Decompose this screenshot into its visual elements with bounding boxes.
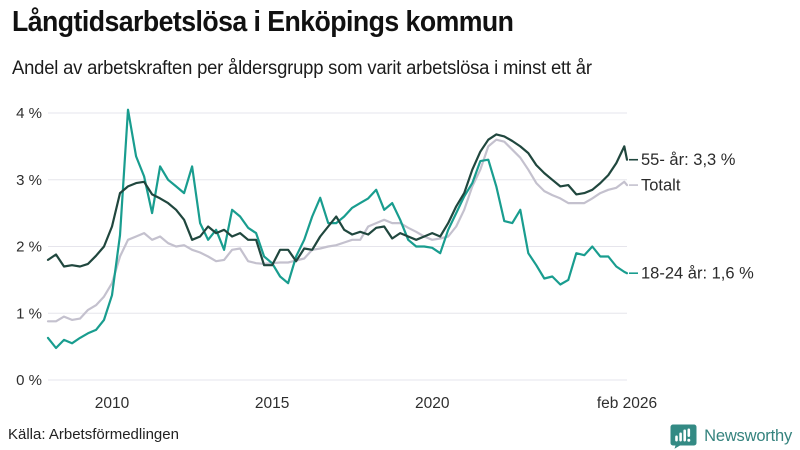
y-axis-tick-label: 3 % (16, 172, 42, 189)
y-axis-tick-label: 0 % (16, 372, 42, 389)
x-axis-tick-label: feb 2026 (597, 395, 657, 412)
y-axis-tick-label: 2 % (16, 239, 42, 256)
page-title: Långtidsarbetslösa i Enköpings kommun (12, 6, 514, 38)
series-line-55-år (46, 133, 629, 268)
y-axis-tick-label: 1 % (16, 305, 42, 322)
series-end-label: 18-24 år: 1,6 % (641, 265, 754, 283)
brand-name: Newsworthy (704, 427, 792, 445)
series-end-label: Totalt (641, 177, 681, 195)
brand-footer: Newsworthy (670, 424, 792, 449)
x-axis-tick-label: 2010 (95, 395, 130, 412)
chart-subtitle: Andel av arbetskraften per åldersgrupp s… (12, 58, 592, 79)
series-line-18-24år (46, 108, 629, 350)
source-credit: Källa: Arbetsförmedlingen (8, 426, 179, 443)
series-line-Totalt (46, 138, 629, 323)
series-end-label: 55- år: 3,3 % (641, 151, 736, 169)
y-axis-tick-label: 4 % (16, 105, 42, 122)
x-axis-tick-label: 2020 (415, 395, 450, 412)
x-axis-tick-label: 2015 (255, 395, 289, 412)
newsworthy-logo-icon (670, 424, 697, 449)
